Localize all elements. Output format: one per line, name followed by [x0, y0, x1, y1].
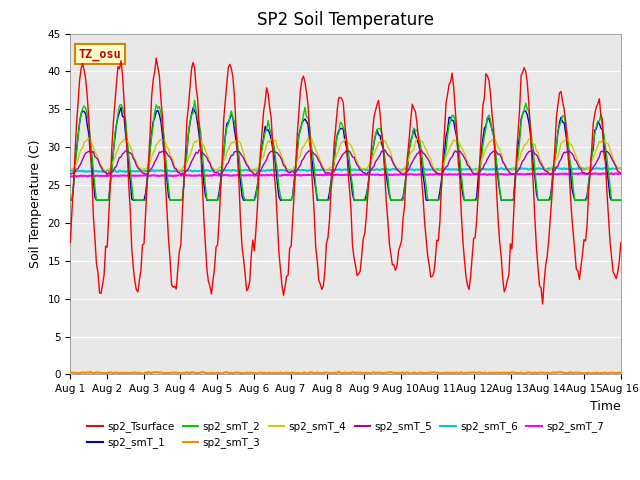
- Title: SP2 Soil Temperature: SP2 Soil Temperature: [257, 11, 434, 29]
- Legend: sp2_Tsurface, sp2_smT_1, sp2_smT_2, sp2_smT_3, sp2_smT_4, sp2_smT_5, sp2_smT_6, : sp2_Tsurface, sp2_smT_1, sp2_smT_2, sp2_…: [83, 417, 608, 453]
- Text: TZ_osu: TZ_osu: [79, 48, 122, 61]
- X-axis label: Time: Time: [590, 400, 621, 413]
- Y-axis label: Soil Temperature (C): Soil Temperature (C): [29, 140, 42, 268]
